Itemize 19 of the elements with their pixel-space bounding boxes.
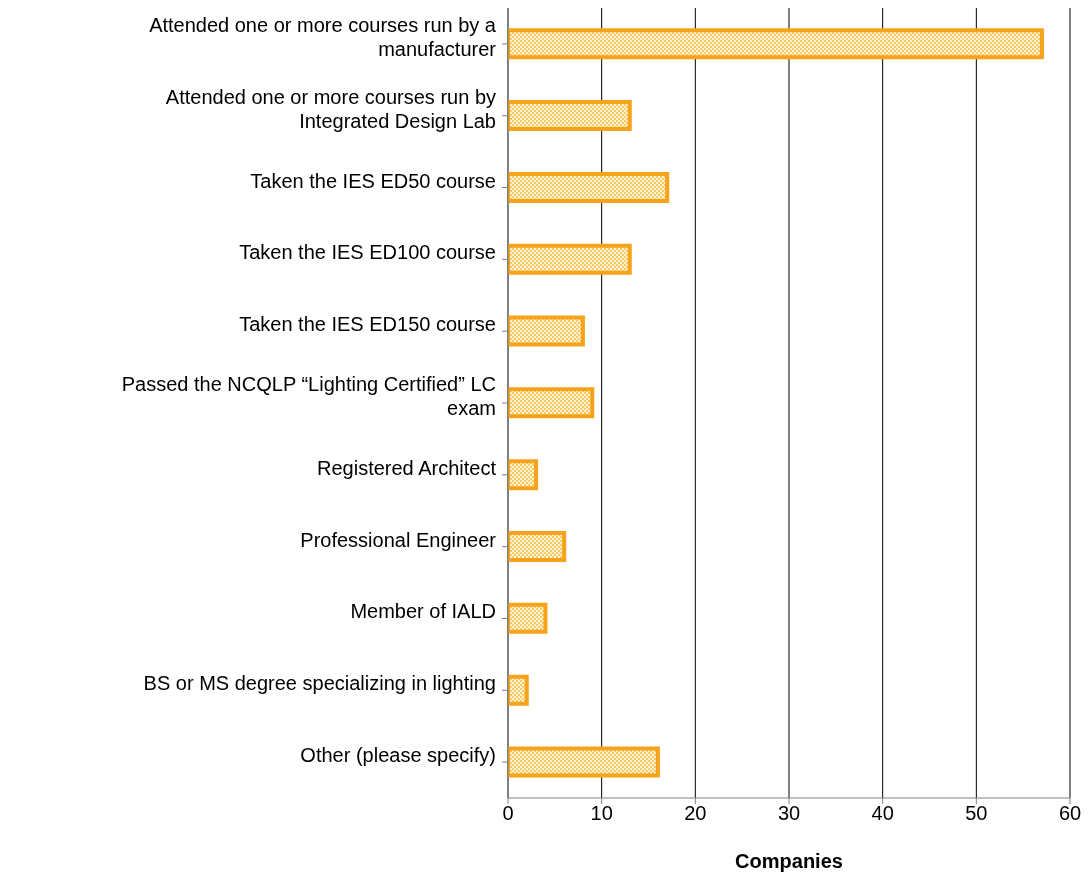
y-tick-label: Attended one or more courses run by Integrated Design Lab bbox=[165, 85, 496, 132]
y-tick-label: Registered Architect bbox=[317, 456, 497, 479]
y-tick-label: Professional Engineer bbox=[300, 528, 497, 551]
x-tick-label: 20 bbox=[684, 802, 707, 825]
x-tick-label: 10 bbox=[590, 802, 613, 825]
x-tick-label: 50 bbox=[965, 802, 988, 825]
y-tick-label: Member of IALD bbox=[350, 600, 496, 623]
y-tick-label: BS or MS degree specializing in lighting bbox=[143, 672, 496, 695]
x-tick-label: 30 bbox=[777, 802, 801, 825]
y-tick-label: Passed the NCQLP “Lighting Certified” LC exam bbox=[121, 373, 496, 419]
y-tick-label: Taken the IES ED150 course bbox=[239, 313, 496, 336]
x-tick-label: 0 bbox=[502, 802, 514, 825]
x-axis-title: Companies bbox=[735, 850, 843, 872]
y-tick-label: Attended one or more courses run by a manufacturer bbox=[149, 13, 497, 60]
x-tick-label: 40 bbox=[871, 802, 894, 825]
y-tick-label: Taken the IES ED100 course bbox=[239, 241, 496, 264]
y-tick-label: Other (please specify) bbox=[300, 744, 496, 767]
x-tick-label: 60 bbox=[1058, 802, 1082, 825]
y-tick-label: Taken the IES ED50 course bbox=[250, 169, 496, 192]
